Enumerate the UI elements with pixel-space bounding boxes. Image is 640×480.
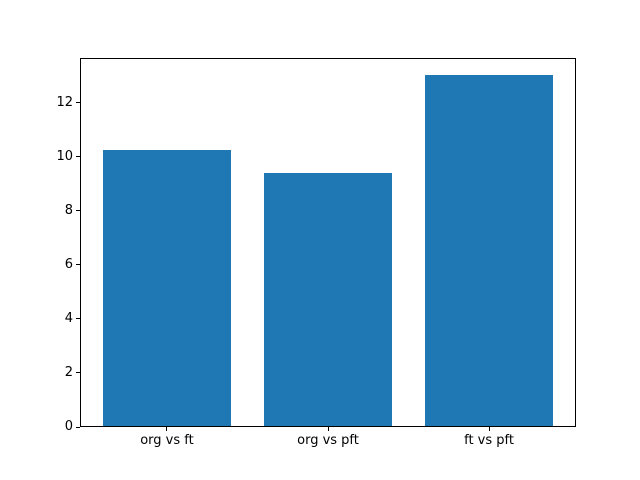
y-tick-mark xyxy=(76,102,80,104)
y-tick-label: 10 xyxy=(56,148,73,164)
y-tick-label: 2 xyxy=(64,364,73,380)
x-tick-mark xyxy=(327,427,329,431)
x-tick-label: org vs ft xyxy=(140,433,194,448)
bar-org-vs-ft xyxy=(102,150,232,426)
y-tick-mark xyxy=(76,210,80,212)
plot-area xyxy=(80,58,576,427)
y-tick-label: 0 xyxy=(64,419,73,434)
x-tick-mark xyxy=(488,427,490,431)
bar-ft-vs-pft xyxy=(424,74,554,426)
x-tick-label: ft vs pft xyxy=(464,433,514,448)
y-tick-mark xyxy=(76,318,80,320)
x-tick-label: org vs pft xyxy=(297,433,359,448)
y-tick-mark xyxy=(76,156,80,158)
y-tick-label: 8 xyxy=(64,202,73,218)
y-tick-label: 12 xyxy=(56,94,73,110)
y-tick-mark xyxy=(76,372,80,374)
y-tick-label: 4 xyxy=(64,310,73,326)
y-tick-label: 6 xyxy=(64,256,73,272)
bar-org-vs-pft xyxy=(263,173,393,426)
y-tick-mark xyxy=(76,426,80,428)
x-tick-mark xyxy=(166,427,168,431)
y-tick-mark xyxy=(76,264,80,266)
